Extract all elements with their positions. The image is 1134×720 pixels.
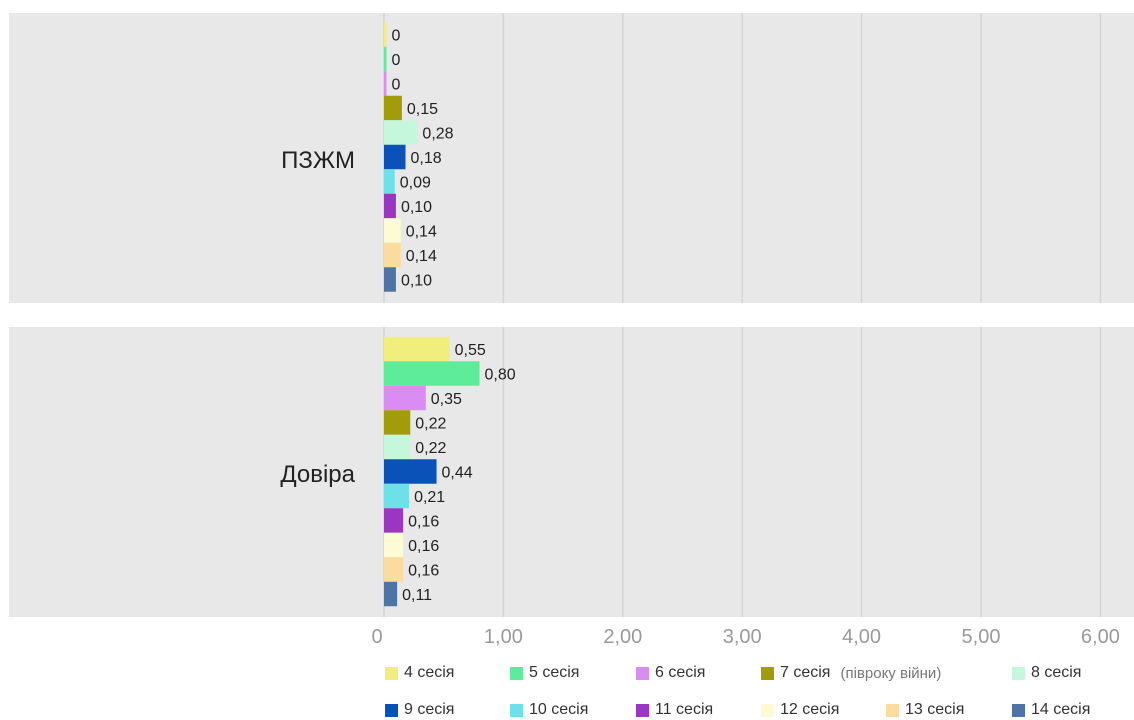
category-label: ПЗЖМ (281, 147, 355, 174)
data-label: 0,15 (407, 101, 438, 118)
data-label: 0,18 (410, 150, 441, 167)
bar (384, 532, 404, 558)
data-label: 0,14 (406, 248, 437, 265)
bar (384, 22, 387, 47)
bar (384, 483, 410, 509)
bar (384, 95, 402, 121)
bar (384, 46, 387, 72)
data-label: 0,22 (415, 416, 446, 433)
bar (384, 336, 450, 362)
bar (384, 193, 396, 219)
data-label: 0,10 (401, 199, 432, 216)
x-tick-label: 5,00 (962, 626, 1001, 648)
category-label: Довіра (280, 461, 355, 488)
category-band-1 (9, 13, 1134, 303)
data-label: 0,21 (414, 489, 445, 506)
bar (384, 410, 411, 435)
bar (384, 71, 387, 96)
bar (384, 242, 401, 268)
data-label: 0,16 (408, 563, 439, 580)
data-label: 0,22 (415, 440, 446, 457)
data-label: 0,10 (401, 273, 432, 290)
data-label: 0,80 (485, 367, 516, 384)
bar (384, 144, 406, 170)
data-label: 0,16 (408, 538, 439, 555)
data-label: 0,28 (422, 126, 453, 143)
data-label: 0 (392, 52, 401, 69)
data-label: 0,14 (406, 224, 437, 241)
category-band-2 (9, 327, 1134, 617)
data-label: 0,09 (400, 175, 431, 192)
bar (384, 267, 396, 292)
bar (384, 169, 395, 194)
x-tick-label: 4,00 (842, 626, 881, 648)
bar (384, 581, 398, 607)
x-tick-label: 1,00 (484, 626, 523, 648)
bar (384, 459, 437, 484)
x-tick-label: 2,00 (603, 626, 642, 648)
x-tick-label: 0 (371, 626, 382, 648)
bar (384, 434, 411, 460)
data-label: 0 (392, 28, 401, 45)
data-label: 0,16 (408, 514, 439, 531)
x-tick-label: 6,00 (1081, 626, 1120, 648)
bar (384, 385, 426, 411)
data-label: 0,11 (402, 587, 432, 604)
data-label: 0,44 (442, 465, 473, 482)
data-label: 0,55 (455, 342, 486, 359)
bar (384, 120, 418, 145)
bar (384, 557, 404, 582)
bar (384, 508, 404, 533)
bar (384, 218, 401, 243)
bar (384, 361, 480, 386)
data-label: 0 (392, 77, 401, 94)
data-label: 0,35 (431, 391, 462, 408)
x-tick-label: 3,00 (723, 626, 762, 648)
